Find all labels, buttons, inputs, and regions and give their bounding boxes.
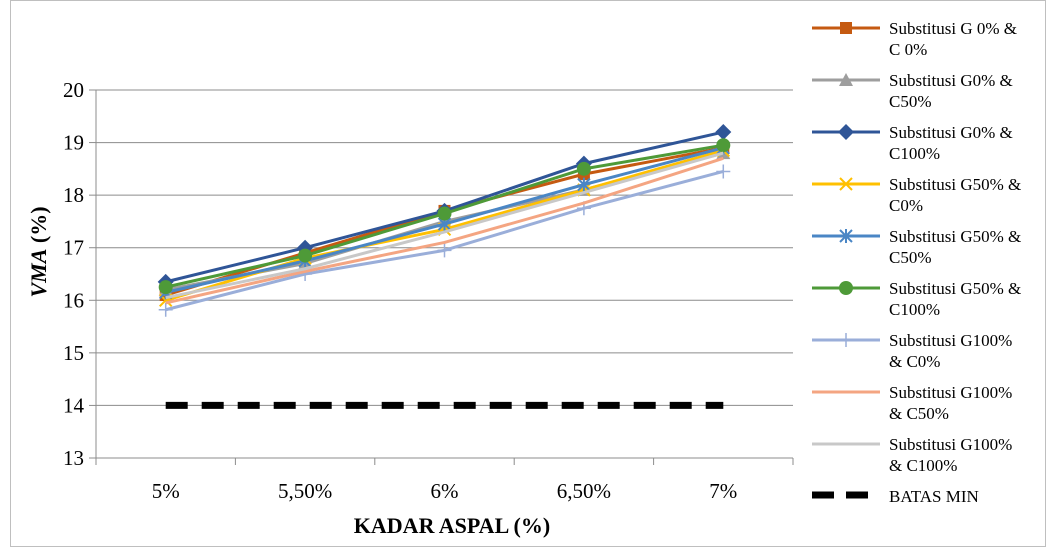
y-tick-label: 20 xyxy=(63,78,84,102)
legend-swatch-marker xyxy=(839,281,853,295)
legend: Substitusi G 0% & C 0% Substitusi G0% & C50… xyxy=(812,19,1021,506)
legend-label: Substitusi G0% & xyxy=(889,71,1013,90)
legend-label: Substitusi G100% xyxy=(889,383,1012,402)
legend-label: Substitusi G100% xyxy=(889,331,1012,350)
data-point xyxy=(437,243,452,258)
legend-item: Substitusi G0% & C100% xyxy=(812,123,1013,163)
legend-swatch-marker xyxy=(839,73,853,86)
x-tick-label: 7% xyxy=(709,479,737,503)
legend-item: Substitusi G100% & C50% xyxy=(812,383,1012,423)
legend-label: C100% xyxy=(889,144,940,163)
y-tick-label: 18 xyxy=(63,183,84,207)
y-axis-label-italic: VMA xyxy=(26,249,51,298)
legend-swatch-marker xyxy=(839,333,853,347)
x-tick-label: 6,50% xyxy=(557,479,611,503)
legend-label: C 0% xyxy=(889,40,927,59)
y-tick-label: 13 xyxy=(63,446,84,470)
y-tick-label: 16 xyxy=(63,288,84,312)
x-axis-label: KADAR ASPAL (%) xyxy=(354,513,550,538)
y-tick-label: 15 xyxy=(63,341,84,365)
legend-label: Substitusi G0% & xyxy=(889,123,1013,142)
y-tick-label: 17 xyxy=(63,236,84,260)
y-tick-label: 14 xyxy=(63,393,85,417)
legend-item: Substitusi G0% & C50% xyxy=(812,71,1013,111)
y-axis-label: VMA (%) xyxy=(26,206,51,297)
series-8 xyxy=(165,156,724,305)
legend-label: Substitusi G50% & xyxy=(889,227,1021,246)
legend-label: BATAS MIN xyxy=(889,487,979,506)
x-tick-label: 6% xyxy=(431,479,459,503)
data-point xyxy=(158,302,173,317)
legend-label: Substitusi G100% xyxy=(889,435,1012,454)
series-line xyxy=(165,156,724,305)
chart-border xyxy=(10,0,1046,547)
legend-label: C0% xyxy=(889,196,923,215)
legend-swatch-marker xyxy=(839,229,853,243)
data-point xyxy=(158,280,173,295)
legend-label: C100% xyxy=(889,300,940,319)
x-tick-label: 5% xyxy=(152,479,180,503)
legend-label: Substitusi G 0% & xyxy=(889,19,1017,38)
legend-item: Substitusi G 0% & C 0% xyxy=(812,19,1017,59)
y-tick-labels: 13 14 15 16 17 18 19 20 xyxy=(63,78,85,470)
legend-item: Substitusi G100% & C0% xyxy=(812,331,1012,371)
x-tick-labels: 5% 5,50% 6% 6,50% 7% xyxy=(152,479,738,503)
data-point xyxy=(437,206,452,221)
legend-item: Substitusi G50% & C0% xyxy=(812,175,1021,215)
legend-label: & C100% xyxy=(889,456,957,475)
legend-label: & C0% xyxy=(889,352,940,371)
legend-label: C50% xyxy=(889,248,932,267)
data-point xyxy=(577,177,591,192)
x-tick-label: 5,50% xyxy=(278,479,332,503)
series-6 xyxy=(158,138,731,295)
legend-item: BATAS MIN xyxy=(812,487,979,506)
legend-swatch-marker xyxy=(839,177,853,191)
data-point xyxy=(716,164,731,179)
legend-label: Substitusi G50% & xyxy=(889,175,1021,194)
data-point xyxy=(576,161,591,176)
y-tick-label: 19 xyxy=(63,131,84,155)
legend-swatch-marker xyxy=(838,124,854,140)
data-point xyxy=(298,248,313,263)
data-point xyxy=(715,124,732,141)
series-line xyxy=(165,151,724,300)
y-axis-label-suffix: (%) xyxy=(26,206,51,248)
series-group xyxy=(157,124,732,409)
legend-label: Substitusi G50% & xyxy=(889,279,1021,298)
series-9 xyxy=(165,151,724,300)
axes xyxy=(89,89,794,465)
data-point xyxy=(716,138,731,153)
legend-item: Substitusi G100% & C100% xyxy=(812,435,1012,475)
series-7 xyxy=(158,164,731,317)
legend-item: Substitusi G50% & C50% xyxy=(812,227,1021,267)
legend-item: Substitusi G50% & C100% xyxy=(812,279,1021,319)
legend-label: & C50% xyxy=(889,404,949,423)
legend-swatch-marker xyxy=(840,22,852,34)
legend-label: C50% xyxy=(889,92,932,111)
